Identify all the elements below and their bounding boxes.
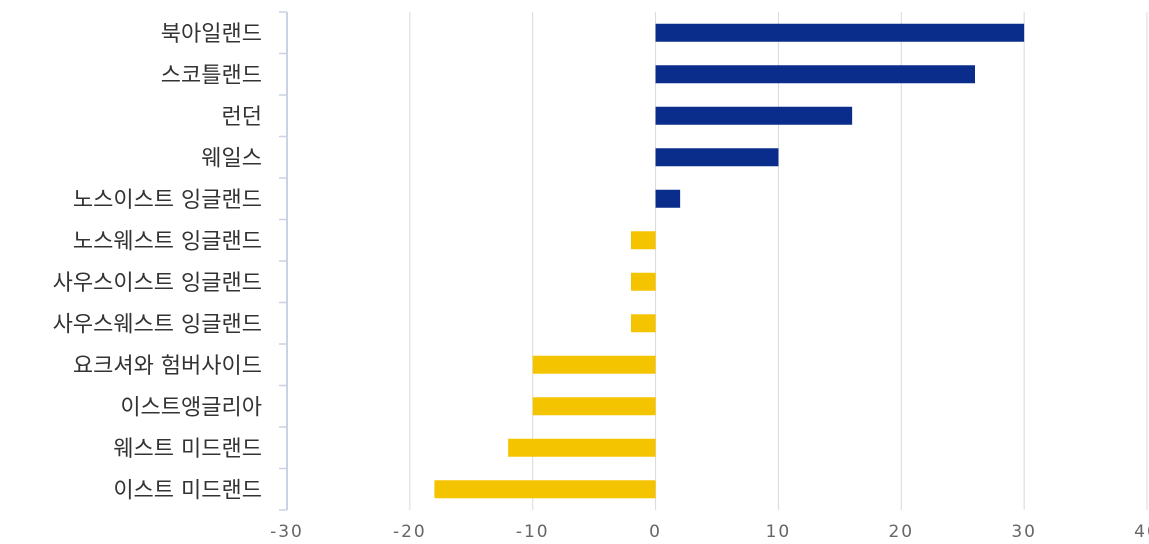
bar	[655, 106, 853, 125]
category-label: 웨일스	[201, 146, 262, 171]
category-label: 웨스트 미드랜드	[113, 437, 262, 462]
bar	[631, 314, 656, 333]
x-tick-label: 20	[888, 522, 914, 542]
x-tick-labels: -30 -20 -10 0 10 20 30 40	[270, 522, 1149, 542]
bar	[655, 65, 975, 84]
category-label: 이스트 미드랜드	[113, 478, 262, 503]
x-tick-label: 0	[649, 522, 662, 542]
category-label: 사우스이스트 잉글랜드	[53, 271, 262, 296]
bar	[655, 148, 779, 167]
bar	[631, 272, 656, 291]
category-label: 이스트앵글리아	[120, 395, 262, 420]
grid-lines	[409, 12, 1148, 510]
bars	[434, 23, 1025, 499]
category-label: 사우스웨스트 잉글랜드	[53, 312, 262, 337]
category-label: 노스이스트 잉글랜드	[73, 188, 262, 213]
bar	[631, 231, 656, 250]
category-label: 스코틀랜드	[161, 63, 262, 88]
bar	[532, 397, 656, 416]
bar	[508, 438, 656, 457]
x-tick-label: 10	[766, 522, 792, 542]
category-label: 요크셔와 험버사이드	[73, 354, 262, 379]
x-tick-label: -20	[393, 522, 427, 542]
bar	[434, 480, 656, 499]
x-tick-label: -30	[270, 522, 304, 542]
category-label: 런던	[222, 105, 262, 130]
bar	[532, 355, 656, 374]
x-tick-label: 30	[1011, 522, 1037, 542]
category-axis	[279, 11, 288, 511]
category-label: 북아일랜드	[161, 22, 262, 47]
bar	[655, 189, 681, 208]
bar	[655, 23, 1025, 42]
category-label: 노스웨스트 잉글랜드	[73, 229, 262, 254]
x-tick-label: -10	[516, 522, 550, 542]
x-tick-label: 40	[1134, 522, 1149, 542]
